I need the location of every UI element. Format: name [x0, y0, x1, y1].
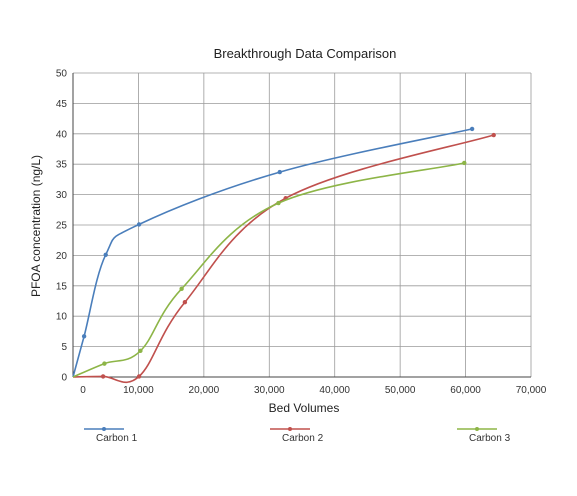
data-point-carbon-2 [491, 132, 496, 138]
data-point-carbon-1 [277, 169, 282, 175]
data-point-carbon-3 [462, 160, 467, 166]
x-tick-label: 20,000 [189, 385, 220, 396]
x-tick-label: 50,000 [385, 385, 416, 396]
y-tick-label: 40 [56, 129, 68, 140]
series-line-carbon-1 [72, 128, 473, 378]
y-tick-label: 25 [56, 221, 68, 232]
y-axis-title: PFOA concentration (ng/L) [29, 155, 43, 297]
y-tick-label: 15 [56, 281, 68, 292]
data-point-carbon-3 [179, 286, 184, 292]
data-point-carbon-1 [103, 252, 108, 257]
x-tick-label: 0 [80, 385, 86, 396]
legend-marker-carbon-2 [288, 427, 292, 431]
y-tick-label: 10 [56, 312, 68, 323]
legend-label-carbon-3: Carbon 3 [469, 433, 511, 444]
y-tick-label: 35 [56, 160, 68, 171]
data-point-carbon-1 [136, 222, 142, 227]
chart-title: Breakthrough Data Comparison [214, 46, 397, 61]
x-tick-label: 30,000 [254, 385, 285, 396]
y-tick-label: 45 [56, 99, 68, 110]
series-line-carbon-2 [72, 134, 494, 384]
data-point-carbon-3 [102, 361, 107, 366]
x-tick-label: 10,000 [123, 385, 154, 396]
legend-label-carbon-2: Carbon 2 [282, 433, 324, 444]
data-point-carbon-1 [81, 334, 87, 339]
y-tick-label: 30 [56, 190, 68, 201]
legend-item-carbon-3: Carbon 3 [457, 427, 511, 444]
data-point-carbon-2 [136, 374, 142, 379]
series [72, 126, 496, 384]
data-point-carbon-2 [100, 374, 106, 379]
legend-marker-carbon-1 [102, 427, 106, 431]
series-carbon-1 [72, 126, 475, 378]
legend-marker-carbon-3 [475, 427, 479, 431]
x-tick-labels: 0 10,000 20,000 30,000 40,000 50,000 60,000 70,… [80, 385, 547, 396]
y-tick-label: 50 [56, 69, 68, 80]
legend-item-carbon-1: Carbon 1 [84, 427, 138, 444]
data-point-carbon-3 [276, 200, 281, 206]
series-carbon-3 [72, 160, 467, 378]
series-carbon-2 [72, 132, 496, 384]
data-point-carbon-3 [138, 348, 143, 354]
grid [73, 72, 532, 377]
x-tick-label: 60,000 [450, 385, 481, 396]
y-tick-label: 5 [61, 342, 67, 353]
legend: Carbon 1 Carbon 2 Carbon 3 [84, 427, 511, 444]
data-point-carbon-1 [469, 126, 475, 132]
x-tick-label: 40,000 [319, 385, 350, 396]
axes [72, 73, 531, 378]
x-tick-label: 70,000 [516, 385, 547, 396]
y-tick-labels: 0 5 10 15 20 25 30 35 40 45 50 [56, 69, 68, 384]
series-line-carbon-3 [72, 162, 465, 378]
legend-item-carbon-2: Carbon 2 [270, 427, 324, 444]
legend-label-carbon-1: Carbon 1 [96, 433, 138, 444]
y-tick-label: 0 [61, 373, 67, 384]
data-point-carbon-2 [182, 300, 188, 305]
y-tick-label: 20 [56, 251, 68, 262]
x-axis-title: Bed Volumes [269, 401, 340, 415]
